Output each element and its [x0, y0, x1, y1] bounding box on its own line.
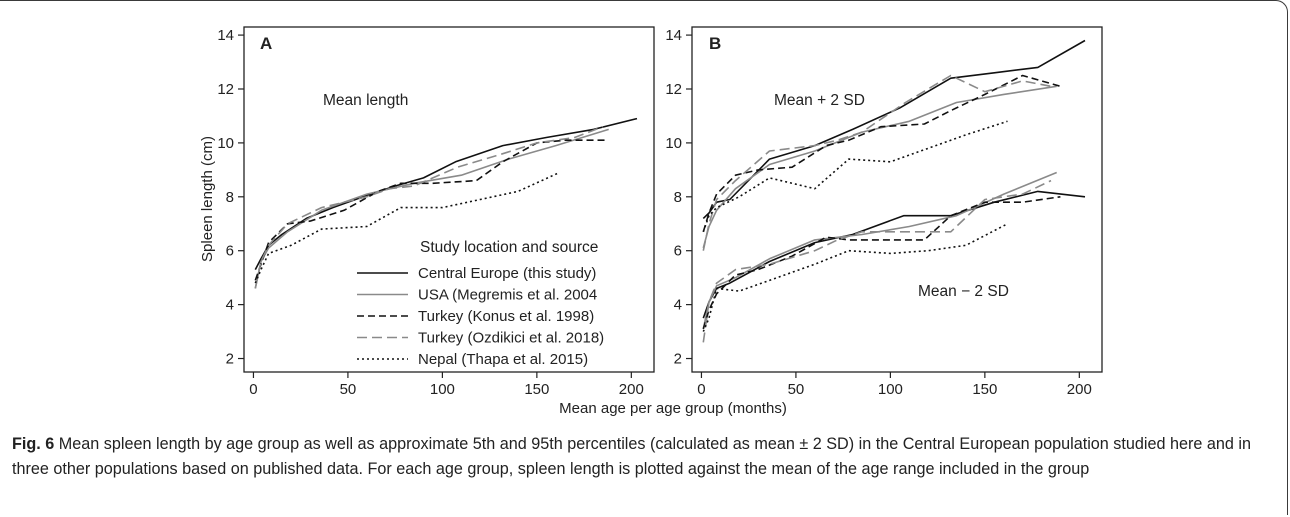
panel-a-x-ticks: 0 50 100 150 200 — [249, 372, 644, 398]
panel-b-series — [702, 39, 1086, 343]
panel-b: B Mean + 2 SD Mean − 2 SD 2 4 6 8 10 12 14 0 50… — [665, 26, 1103, 398]
panel-a-x-tick-label: 100 — [430, 381, 455, 398]
panel-a-plot-area — [243, 26, 655, 373]
panel-a-y-tick-label: 12 — [217, 81, 234, 98]
panel-a-x-tick-label: 200 — [619, 381, 644, 398]
panel-a-y-tick-label: 10 — [217, 135, 234, 152]
panel-a-y-tick-label: 4 — [226, 297, 234, 314]
legend-entry-central-europe-this-study: Central Europe (this study) — [418, 265, 596, 282]
panel-a-label: A — [260, 34, 272, 53]
series-line-turkey-konus-et-al-1998 — [254, 139, 605, 281]
series-line-central-europe-this-study-lower — [702, 190, 1086, 319]
panel-b-x-ticks: 0 50 100 150 200 — [697, 372, 1092, 398]
panel-b-y-tick-label: 4 — [674, 297, 682, 314]
panel-a-x-tick-label: 0 — [249, 381, 257, 398]
panel-b-x-tick-label: 0 — [697, 381, 705, 398]
panel-b-y-tick-label: 12 — [665, 81, 682, 98]
caption-text: Mean spleen length by age group as well … — [12, 435, 1252, 478]
series-line-turkey-ozdikici-et-al-2018 — [254, 125, 604, 289]
legend-entry-usa-megremis-et-al-2004: USA (Megremis et al. 2004 — [418, 287, 597, 304]
panel-b-y-tick-label: 8 — [674, 189, 682, 206]
panel-a-x-tick-label: 150 — [524, 381, 549, 398]
legend-entry-turkey-konus-et-al-1998: Turkey (Konus et al. 1998) — [418, 308, 594, 325]
panel-a-annotation: Mean length — [323, 92, 408, 109]
series-line-turkey-konus-et-al-1998-upper — [702, 74, 1061, 233]
panel-b-x-tick-label: 50 — [788, 381, 805, 398]
figure-caption: Fig. 6 Mean spleen length by age group a… — [12, 432, 1277, 482]
panel-b-x-tick-label: 150 — [972, 381, 997, 398]
panel-a-y-tick-label: 2 — [226, 351, 234, 368]
panel-b-y-tick-label: 10 — [665, 135, 682, 152]
series-line-nepal-thapa-et-al-2015 — [254, 171, 560, 284]
legend-entries: Central Europe (this study) USA (Megremis… — [357, 265, 604, 368]
panel-a-y-ticks: 2 4 6 8 10 12 14 — [217, 27, 244, 368]
panel-b-y-ticks: 2 4 6 8 10 12 14 — [665, 27, 692, 368]
legend: Study location and source Central Europe… — [357, 239, 604, 368]
series-line-nepal-thapa-et-al-2015-upper — [702, 120, 1008, 233]
panel-b-y-tick-label: 2 — [674, 351, 682, 368]
panel-b-y-tick-label: 14 — [665, 27, 682, 44]
legend-entry-nepal-thapa-et-al-2015: Nepal (Thapa et al. 2015) — [418, 351, 588, 368]
series-line-nepal-thapa-et-al-2015-lower — [702, 223, 1008, 332]
panel-a: A Mean length 2 4 6 8 10 12 14 0 50 100 150 200 St… — [217, 26, 655, 398]
series-line-usa-megremis-et-al-2004-lower — [702, 171, 1058, 330]
panel-b-plot-area — [691, 26, 1103, 373]
panel-b-x-tick-label: 100 — [878, 381, 903, 398]
y-axis-label: Spleen length (cm) — [199, 136, 216, 262]
series-line-turkey-konus-et-al-1998-lower — [702, 196, 1061, 330]
panel-a-series — [254, 117, 638, 289]
panel-b-annotation-upper: Mean + 2 SD — [774, 92, 865, 109]
caption-label: Fig. 6 — [12, 435, 55, 453]
panel-a-y-tick-label: 6 — [226, 243, 234, 260]
legend-title: Study location and source — [420, 239, 598, 256]
series-line-turkey-ozdikici-et-al-2018-lower — [702, 179, 1052, 343]
panel-a-x-tick-label: 50 — [340, 381, 357, 398]
panel-a-y-tick-label: 8 — [226, 189, 234, 206]
panel-b-annotation-lower: Mean − 2 SD — [918, 283, 1009, 300]
panel-b-y-tick-label: 6 — [674, 243, 682, 260]
series-line-turkey-ozdikici-et-al-2018-upper — [702, 74, 1052, 251]
panel-a-y-tick-label: 14 — [217, 27, 234, 44]
panel-b-x-tick-label: 200 — [1067, 381, 1092, 398]
panel-b-label: B — [709, 34, 721, 53]
x-axis-label: Mean age per age group (months) — [559, 400, 787, 417]
legend-entry-turkey-ozdikici-et-al-2018: Turkey (Ozdikici et al. 2018) — [418, 330, 604, 347]
